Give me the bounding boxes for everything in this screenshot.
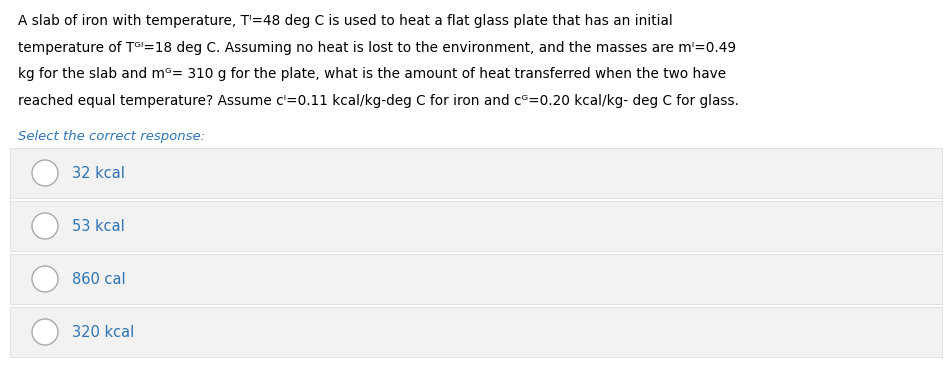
Circle shape bbox=[32, 319, 58, 345]
FancyBboxPatch shape bbox=[10, 307, 942, 357]
Circle shape bbox=[32, 266, 58, 292]
FancyBboxPatch shape bbox=[10, 148, 942, 198]
Text: 860 cal: 860 cal bbox=[72, 272, 126, 286]
Text: kg for the slab and mᴳ= 310 g for the plate, what is the amount of heat transfer: kg for the slab and mᴳ= 310 g for the pl… bbox=[18, 67, 726, 81]
Text: Select the correct response:: Select the correct response: bbox=[18, 130, 205, 143]
Text: 53 kcal: 53 kcal bbox=[72, 218, 125, 233]
Text: temperature of Tᴳᴵ=18 deg C. Assuming no heat is lost to the environment, and th: temperature of Tᴳᴵ=18 deg C. Assuming no… bbox=[18, 40, 736, 55]
Circle shape bbox=[32, 213, 58, 239]
FancyBboxPatch shape bbox=[10, 201, 942, 251]
FancyBboxPatch shape bbox=[10, 254, 942, 304]
Text: reached equal temperature? Assume cᴵ=0.11 kcal/kg-deg C for iron and cᴳ=0.20 kca: reached equal temperature? Assume cᴵ=0.1… bbox=[18, 94, 739, 107]
Text: 32 kcal: 32 kcal bbox=[72, 166, 125, 181]
Text: 320 kcal: 320 kcal bbox=[72, 325, 134, 340]
Text: A slab of iron with temperature, Tᴵ=48 deg C is used to heat a flat glass plate : A slab of iron with temperature, Tᴵ=48 d… bbox=[18, 14, 673, 28]
Circle shape bbox=[32, 160, 58, 186]
